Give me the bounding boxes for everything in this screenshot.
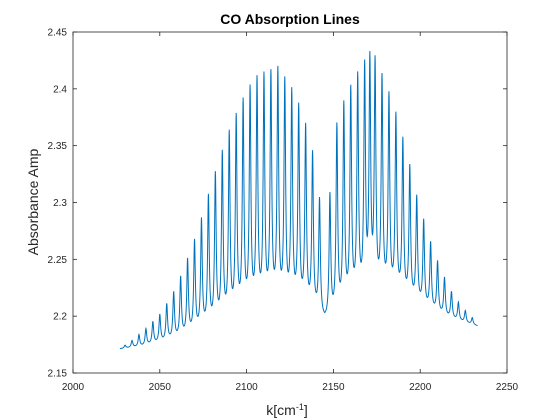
x-tick-label: 2200 — [409, 382, 432, 393]
series-line-absorbance — [119, 50, 478, 350]
y-tick-label: 2.25 — [48, 255, 68, 266]
axis-ticks: 2000 2050 2100 2150 2200 2250 2.15 2.2 2.25 2.3 2.… — [48, 28, 519, 394]
x-axis-label: k[cm-1] — [266, 402, 307, 418]
y-tick-label: 2.2 — [53, 312, 67, 323]
x-tick-label: 2150 — [322, 382, 345, 393]
y-tick-label: 2.3 — [53, 198, 67, 209]
y-tick-label: 2.45 — [48, 28, 68, 39]
x-axis-label-superscript: -1 — [296, 402, 304, 412]
x-axis-label-close: ] — [304, 402, 308, 418]
x-axis-label-main: k[cm — [266, 402, 296, 418]
y-axis-label: Absorbance Amp — [25, 148, 41, 255]
y-tick-label: 2.4 — [53, 84, 67, 95]
y-tick-label: 2.15 — [48, 369, 68, 380]
x-tick-label: 2250 — [496, 382, 519, 393]
x-tick-label: 2050 — [149, 382, 172, 393]
x-tick-label: 2000 — [62, 382, 85, 393]
x-tick-label: 2100 — [235, 382, 258, 393]
y-tick-label: 2.35 — [48, 141, 68, 152]
chart-title: CO Absorption Lines — [220, 11, 360, 27]
